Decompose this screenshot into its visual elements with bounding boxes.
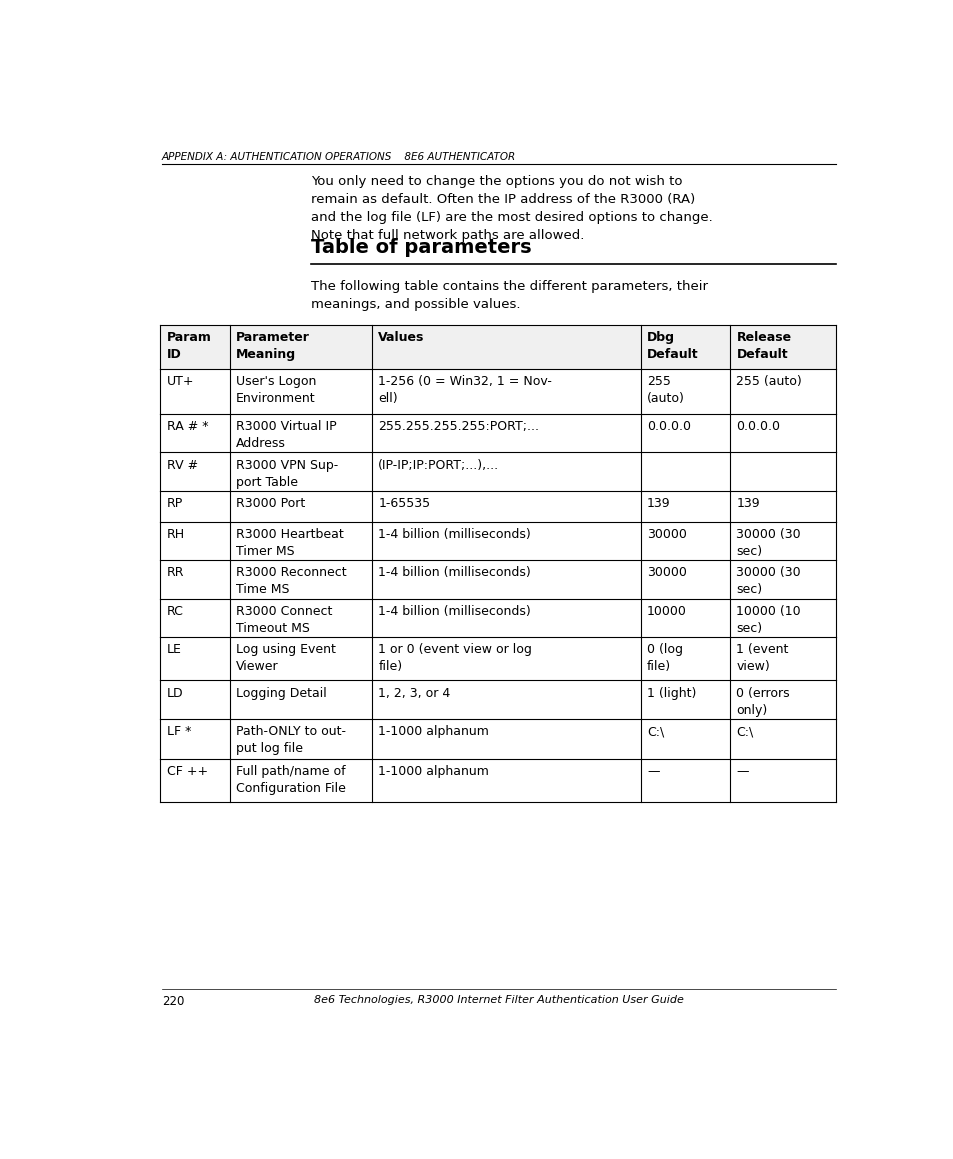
Text: 1-4 billion (milliseconds): 1-4 billion (milliseconds) bbox=[377, 567, 531, 580]
Text: R3000 VPN Sup-
port Table: R3000 VPN Sup- port Table bbox=[235, 459, 337, 489]
Text: LF *: LF * bbox=[167, 726, 191, 738]
Text: 255 (auto): 255 (auto) bbox=[736, 376, 801, 388]
Text: 30000 (30
sec): 30000 (30 sec) bbox=[736, 529, 801, 557]
Text: C:\: C:\ bbox=[646, 726, 663, 738]
Text: Table of parameters: Table of parameters bbox=[311, 239, 532, 257]
Text: (IP-IP;IP:PORT;...),...: (IP-IP;IP:PORT;...),... bbox=[377, 459, 498, 472]
Text: R3000 Connect
Timeout MS: R3000 Connect Timeout MS bbox=[235, 605, 332, 635]
Text: 10000: 10000 bbox=[646, 605, 686, 618]
Text: 1-1000 alphanum: 1-1000 alphanum bbox=[377, 765, 489, 778]
Text: RR: RR bbox=[167, 567, 184, 580]
Text: C:\: C:\ bbox=[736, 726, 753, 738]
Text: 30000 (30
sec): 30000 (30 sec) bbox=[736, 567, 801, 597]
Text: 10000 (10
sec): 10000 (10 sec) bbox=[736, 605, 801, 635]
Text: RH: RH bbox=[167, 529, 185, 541]
Bar bbox=[640, 325, 729, 370]
Text: Param
ID: Param ID bbox=[167, 330, 212, 360]
Text: 220: 220 bbox=[162, 994, 184, 1007]
Text: 1, 2, 3, or 4: 1, 2, 3, or 4 bbox=[377, 686, 450, 700]
Text: APPENDIX A: AUTHENTICATION OPERATIONS    8E6 AUTHENTICATOR: APPENDIX A: AUTHENTICATION OPERATIONS 8E… bbox=[162, 152, 516, 162]
Text: 139: 139 bbox=[736, 497, 760, 510]
Text: 0.0.0.0: 0.0.0.0 bbox=[646, 420, 690, 433]
Text: 30000: 30000 bbox=[646, 529, 686, 541]
Text: 1-65535: 1-65535 bbox=[377, 497, 430, 510]
Text: Log using Event
Viewer: Log using Event Viewer bbox=[235, 643, 335, 673]
Text: 1 (light): 1 (light) bbox=[646, 686, 696, 700]
Text: 139: 139 bbox=[646, 497, 670, 510]
Bar bbox=[160, 325, 230, 370]
Text: 1-256 (0 = Win32, 1 = Nov-
ell): 1-256 (0 = Win32, 1 = Nov- ell) bbox=[377, 376, 552, 406]
Bar bbox=[729, 325, 835, 370]
Text: R3000 Virtual IP
Address: R3000 Virtual IP Address bbox=[235, 420, 336, 450]
Text: RC: RC bbox=[167, 605, 183, 618]
Text: 0 (errors
only): 0 (errors only) bbox=[736, 686, 789, 716]
Text: R3000 Port: R3000 Port bbox=[235, 497, 305, 510]
Text: CF ++: CF ++ bbox=[167, 765, 208, 778]
Text: Parameter
Meaning: Parameter Meaning bbox=[235, 330, 310, 360]
Text: RP: RP bbox=[167, 497, 183, 510]
Text: 0 (log
file): 0 (log file) bbox=[646, 643, 682, 673]
Text: 1-1000 alphanum: 1-1000 alphanum bbox=[377, 726, 489, 738]
Text: LE: LE bbox=[167, 643, 181, 656]
Bar bbox=[230, 325, 372, 370]
Text: Logging Detail: Logging Detail bbox=[235, 686, 326, 700]
Text: 255.255.255.255:PORT;...: 255.255.255.255:PORT;... bbox=[377, 420, 538, 433]
Text: R3000 Reconnect
Time MS: R3000 Reconnect Time MS bbox=[235, 567, 346, 597]
Text: 0.0.0.0: 0.0.0.0 bbox=[736, 420, 780, 433]
Text: —: — bbox=[736, 765, 748, 778]
Text: UT+: UT+ bbox=[167, 376, 193, 388]
Text: LD: LD bbox=[167, 686, 183, 700]
Text: Path-ONLY to out-
put log file: Path-ONLY to out- put log file bbox=[235, 726, 345, 755]
Text: —: — bbox=[646, 765, 659, 778]
Bar bbox=[372, 325, 640, 370]
Text: R3000 Heartbeat
Timer MS: R3000 Heartbeat Timer MS bbox=[235, 529, 343, 557]
Text: 1-4 billion (milliseconds): 1-4 billion (milliseconds) bbox=[377, 605, 531, 618]
Text: 1 (event
view): 1 (event view) bbox=[736, 643, 788, 673]
Text: RV #: RV # bbox=[167, 459, 197, 472]
Text: 1 or 0 (event view or log
file): 1 or 0 (event view or log file) bbox=[377, 643, 532, 673]
Text: Full path/name of
Configuration File: Full path/name of Configuration File bbox=[235, 765, 345, 795]
Text: RA # *: RA # * bbox=[167, 420, 208, 433]
Text: 255
(auto): 255 (auto) bbox=[646, 376, 684, 406]
Text: User's Logon
Environment: User's Logon Environment bbox=[235, 376, 315, 406]
Text: 1-4 billion (milliseconds): 1-4 billion (milliseconds) bbox=[377, 529, 531, 541]
Text: The following table contains the different parameters, their
meanings, and possi: The following table contains the differe… bbox=[311, 280, 708, 311]
Text: 30000: 30000 bbox=[646, 567, 686, 580]
Text: Dbg
Default: Dbg Default bbox=[646, 330, 698, 360]
Text: 8e6 Technologies, R3000 Internet Filter Authentication User Guide: 8e6 Technologies, R3000 Internet Filter … bbox=[314, 994, 683, 1005]
Text: Release
Default: Release Default bbox=[736, 330, 791, 360]
Text: You only need to change the options you do not wish to
remain as default. Often : You only need to change the options you … bbox=[311, 175, 713, 242]
Text: Values: Values bbox=[377, 330, 424, 344]
